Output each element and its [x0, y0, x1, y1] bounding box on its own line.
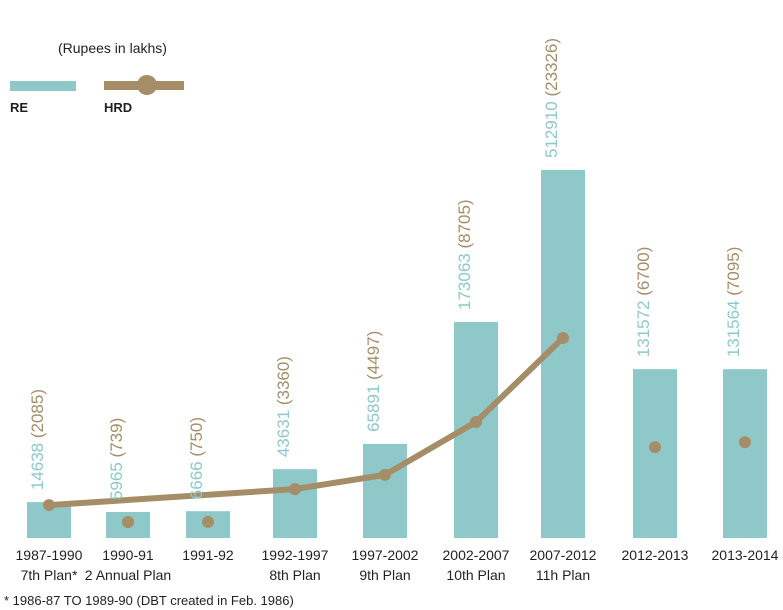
hrd-point-8 [739, 436, 751, 449]
category-label-8: 2013-2014 [712, 547, 779, 563]
value-label-8: 131564 (7095) [724, 247, 743, 358]
hrd-point-5 [470, 416, 482, 428]
category-label-3: 1992-1997 [262, 547, 329, 563]
hrd-point-0 [43, 499, 55, 512]
category-label-5: 2002-2007 [443, 547, 510, 563]
re-value-7: 131572 [634, 296, 653, 357]
hrd-value-3: (3360) [274, 356, 293, 405]
hrd-legend-marker [137, 75, 157, 95]
hrd-value-7: (6700) [634, 247, 653, 296]
category-label-1: 1990-91 [102, 547, 154, 563]
unit-label: (Rupees in lakhs) [58, 40, 167, 56]
bar-4 [363, 443, 407, 538]
value-label-3: 43631 (3360) [274, 356, 293, 457]
value-label-4: 65891 (4497) [364, 331, 383, 432]
re-value-4: 65891 [364, 380, 383, 432]
category-label-0: 1987-1990 [16, 547, 83, 563]
bar-8 [723, 369, 767, 538]
re-legend-swatch [10, 81, 76, 91]
hrd-point-1 [122, 516, 134, 528]
category-sublabel-3: 8th Plan [269, 567, 320, 583]
hrd-value-1: (739) [107, 418, 126, 458]
category-sublabel-6: 11h Plan [536, 567, 590, 583]
hrd-point-4 [379, 468, 391, 481]
re-value-3: 43631 [274, 405, 293, 457]
hrd-value-4: (4497) [364, 331, 383, 380]
hrd-value-2: (750) [187, 417, 206, 457]
hrd-point-2 [202, 515, 214, 528]
bar-7 [633, 369, 677, 538]
value-label-2: 6666 (750) [187, 417, 206, 499]
category-sublabel-4: 9th Plan [359, 567, 410, 583]
re-value-2: 6666 [187, 457, 206, 500]
category-label-2: 1991-92 [182, 547, 234, 563]
footnote: * 1986-87 TO 1989-90 (DBT created in Feb… [4, 593, 294, 608]
re-value-0: 14638 [28, 438, 47, 490]
value-label-1: 5965 (739) [107, 418, 126, 500]
re-legend-label: RE [10, 100, 29, 115]
hrd-value-6: (23326) [542, 38, 561, 97]
category-label-4: 1997-2002 [352, 547, 419, 563]
value-label-6: 512910 (23326) [542, 38, 561, 158]
hrd-point-3 [289, 483, 301, 496]
hrd-value-0: (2085) [28, 389, 47, 438]
category-sublabel-1: 2 Annual Plan [85, 567, 171, 583]
category-sublabel-5: 10th Plan [446, 567, 505, 583]
value-label-5: 173063 (8705) [455, 199, 474, 310]
category-sublabel-0: 7th Plan* [21, 567, 78, 583]
hrd-legend-label: HRD [104, 100, 133, 115]
value-label-7: 131572 (6700) [634, 247, 653, 358]
bar-3 [273, 469, 317, 538]
re-value-8: 131564 [724, 296, 743, 357]
hrd-value-8: (7095) [724, 247, 743, 296]
hrd-value-5: (8705) [455, 199, 474, 248]
re-value-5: 173063 [455, 249, 474, 310]
category-label-6: 2007-2012 [530, 547, 597, 563]
hrd-point-7 [649, 441, 661, 454]
re-value-1: 5965 [107, 457, 126, 500]
category-label-7: 2012-2013 [622, 547, 689, 563]
hrd-point-6 [557, 332, 569, 344]
value-label-0: 14638 (2085) [28, 389, 47, 490]
re-value-6: 512910 [542, 97, 561, 158]
